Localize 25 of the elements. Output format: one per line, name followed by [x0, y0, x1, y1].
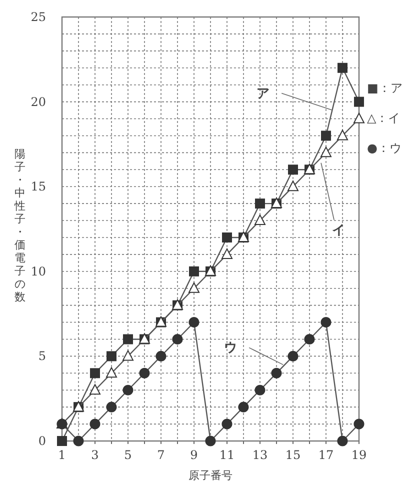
annotation: ア	[256, 86, 270, 102]
x-tick-label: 17	[318, 448, 334, 462]
x-tick-label: 11	[219, 448, 235, 462]
x-tick-label: 7	[157, 448, 165, 462]
legend: ■：ア △：イ ●：ウ	[367, 81, 402, 155]
annotation: ウ	[224, 340, 238, 356]
x-tick-label: 5	[124, 448, 132, 462]
annotation: イ	[320, 162, 346, 238]
text: 陽子・中性子・価電子の数	[14, 148, 26, 304]
y-tick-label: 5	[38, 349, 46, 364]
y-tick-label: 15	[30, 180, 46, 194]
annotation: ウ	[224, 340, 284, 366]
x-axis-title: 原子番号	[188, 469, 232, 482]
x-tick-label: 3	[91, 448, 99, 462]
y-tick-label: 20	[30, 94, 46, 109]
x-tick-label: 9	[190, 448, 198, 462]
x-tick-label: 13	[252, 448, 268, 462]
x-tick-label: 19	[351, 448, 367, 462]
y-tick-label: 10	[30, 264, 46, 278]
annotation: ア	[256, 86, 333, 111]
y-tick-label: 0	[38, 434, 46, 448]
y-tick-label: 25	[30, 10, 46, 24]
annotation: イ	[332, 222, 346, 238]
x-tick-label: 1	[58, 448, 66, 462]
x-tick-label: 15	[285, 448, 301, 462]
